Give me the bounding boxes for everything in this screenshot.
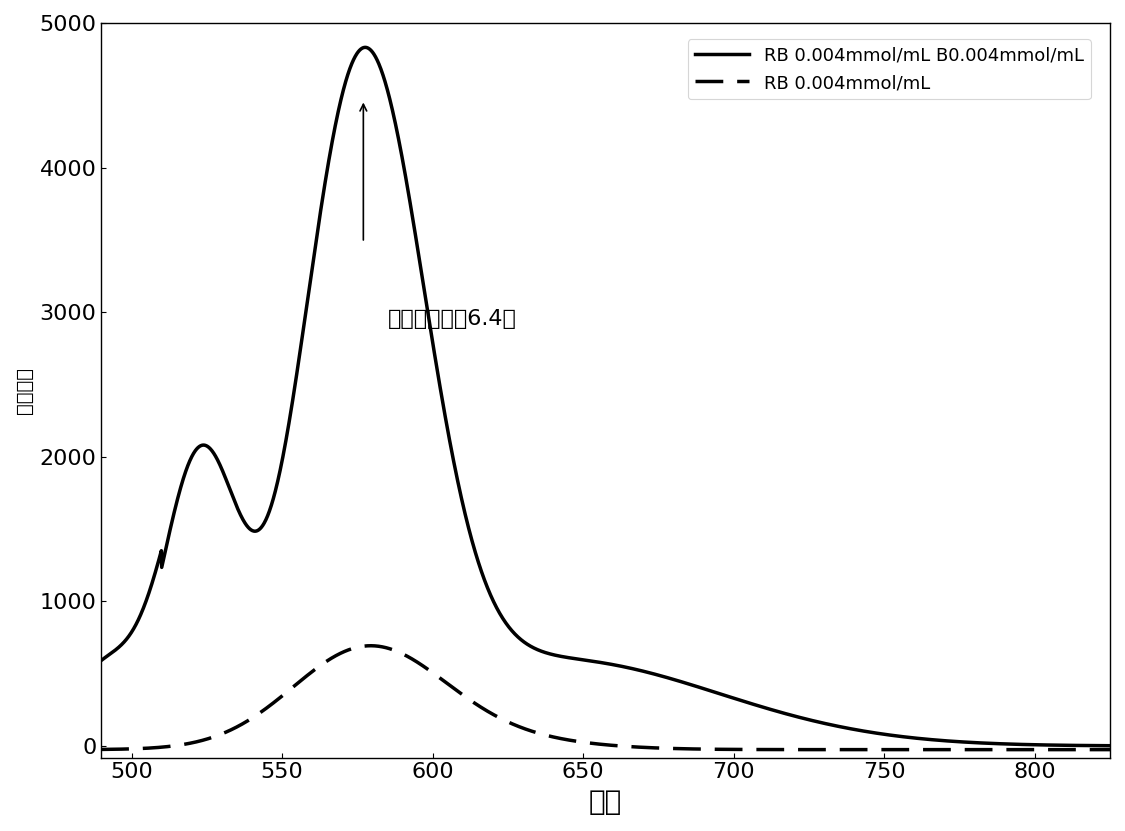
RB 0.004mmol/mL B0.004mmol/mL	[1104, 740, 1117, 750]
RB 0.004mmol/mL B0.004mmol/mL	[478, 576, 492, 586]
RB 0.004mmol/mL	[264, 700, 278, 710]
RB 0.004mmol/mL B0.004mmol/mL	[1083, 740, 1097, 750]
RB 0.004mmol/mL B0.004mmol/mL	[264, 500, 278, 510]
RB 0.004mmol/mL	[974, 745, 988, 755]
RB 0.004mmol/mL	[364, 641, 378, 651]
Text: 药光强度提高6.4倍: 药光强度提高6.4倍	[387, 309, 516, 329]
RB 0.004mmol/mL B0.004mmol/mL	[205, 445, 218, 455]
X-axis label: 波长: 波长	[590, 788, 622, 816]
RB 0.004mmol/mL B0.004mmol/mL	[89, 661, 102, 671]
RB 0.004mmol/mL	[522, 725, 536, 735]
RB 0.004mmol/mL	[89, 745, 102, 755]
RB 0.004mmol/mL B0.004mmol/mL	[522, 640, 536, 650]
RB 0.004mmol/mL	[1104, 745, 1117, 755]
Line: RB 0.004mmol/mL: RB 0.004mmol/mL	[96, 646, 1110, 750]
Line: RB 0.004mmol/mL B0.004mmol/mL: RB 0.004mmol/mL B0.004mmol/mL	[96, 47, 1110, 745]
RB 0.004mmol/mL B0.004mmol/mL	[974, 738, 988, 748]
RB 0.004mmol/mL	[205, 733, 218, 743]
RB 0.004mmol/mL B0.004mmol/mL	[359, 42, 372, 52]
Y-axis label: 药光强度: 药光强度	[15, 366, 34, 414]
Legend: RB 0.004mmol/mL B0.004mmol/mL, RB 0.004mmol/mL: RB 0.004mmol/mL B0.004mmol/mL, RB 0.004m…	[687, 39, 1091, 100]
RB 0.004mmol/mL	[1083, 745, 1097, 755]
RB 0.004mmol/mL	[478, 705, 492, 715]
